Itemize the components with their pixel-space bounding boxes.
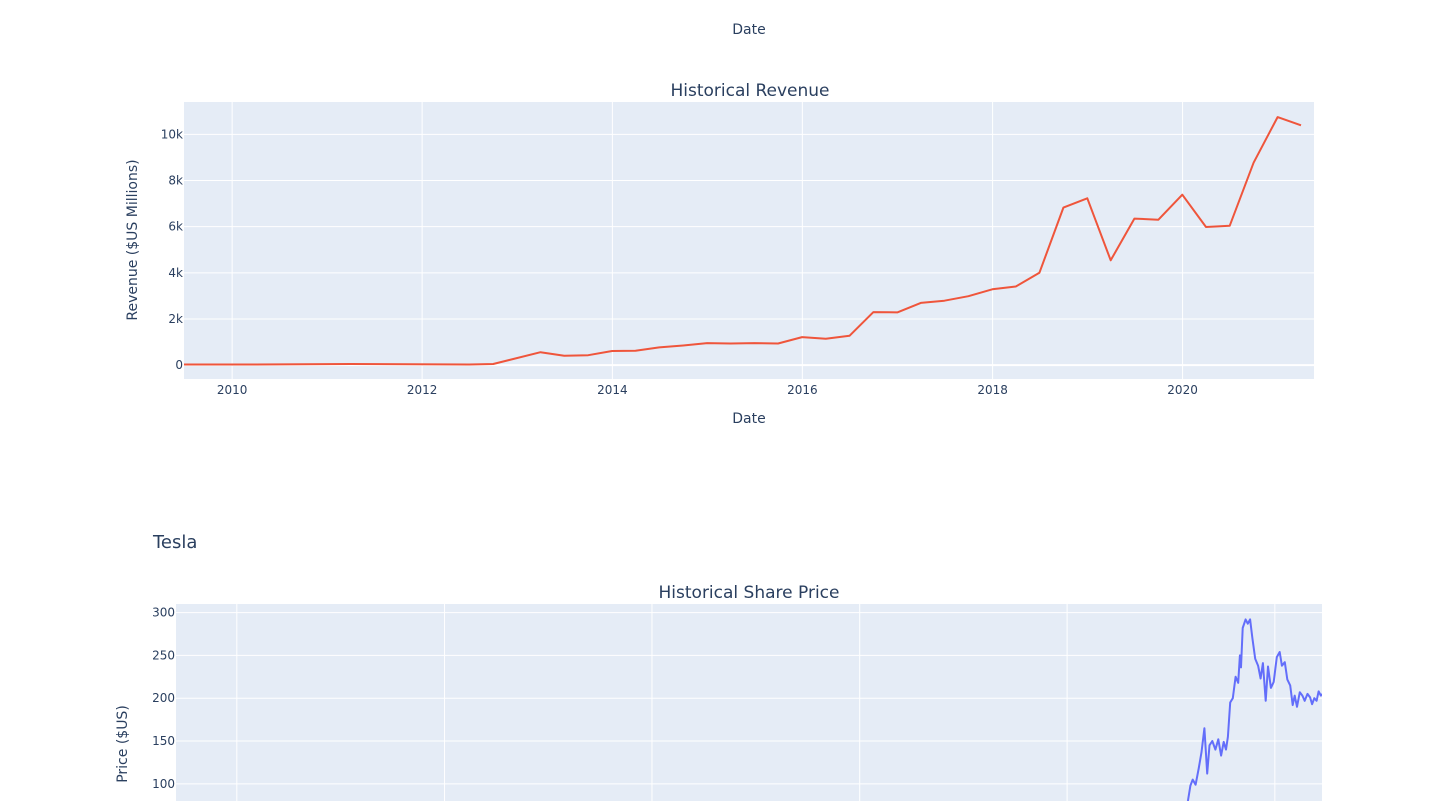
- y-tick-label: 4k: [168, 266, 183, 280]
- y-tick-label: 2k: [168, 312, 183, 326]
- revenue-plot-area: [184, 102, 1314, 379]
- revenue-line: [184, 116, 1302, 366]
- x-tick-label: 2018: [977, 383, 1008, 397]
- y-tick-label: 6k: [168, 220, 183, 234]
- revenue-chart-title: Historical Revenue: [670, 81, 829, 101]
- revenue-x-axis-title: Date: [732, 411, 765, 427]
- y-tick-label: 300: [152, 606, 175, 620]
- y-tick-label: 200: [152, 691, 175, 705]
- share-price-plot-area: [176, 604, 1322, 801]
- y-tick-label: 100: [152, 777, 175, 791]
- figure-title: Tesla: [152, 532, 197, 553]
- revenue-chart: Historical Revenue 0 2k 4k 6k 8k 10k 2010 2012…: [125, 81, 1314, 427]
- y-tick-label: 150: [152, 734, 175, 748]
- top-x-axis-title: Date: [732, 22, 765, 38]
- y-tick-label: 10k: [161, 127, 183, 141]
- revenue-y-axis-title: Revenue ($US Millions): [125, 159, 141, 320]
- x-tick-label: 2010: [217, 383, 248, 397]
- x-tick-label: 2020: [1167, 383, 1198, 397]
- x-tick-label: 2014: [597, 383, 628, 397]
- y-tick-label: 8k: [168, 173, 183, 187]
- share-price-y-axis-title: Price ($US): [115, 705, 131, 783]
- y-tick-label: 250: [152, 648, 175, 662]
- x-tick-label: 2016: [787, 383, 818, 397]
- y-tick-label: 0: [175, 358, 183, 372]
- share-price-chart: Historical Share Price 100 150 200 250 300 P…: [115, 583, 1322, 801]
- x-tick-label: 2012: [407, 383, 438, 397]
- share-price-line: [1186, 618, 1322, 801]
- share-price-chart-title: Historical Share Price: [659, 583, 840, 603]
